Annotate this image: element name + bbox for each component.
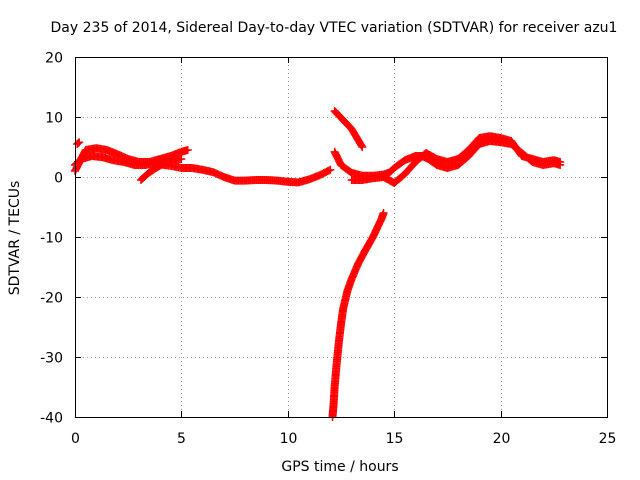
x-tick-labels: 0 5 10 15 20 25: [71, 431, 616, 447]
series-track-a: [71, 152, 335, 187]
data-point: [358, 143, 367, 151]
series-track-g: [347, 132, 565, 187]
data-point: [326, 165, 335, 174]
data-point-fill: [357, 141, 366, 150]
plot-border: [75, 57, 608, 418]
data-layer: [71, 107, 565, 421]
y-tick-label: 0: [54, 171, 63, 187]
y-tick-label: -20: [40, 291, 63, 307]
y-tick-label: 20: [45, 51, 63, 67]
y-tick-label: 10: [45, 111, 63, 127]
series-track-c: [136, 155, 186, 184]
data-point: [183, 146, 192, 154]
y-tick-label: -10: [40, 231, 63, 247]
y-tick-label: -40: [40, 411, 63, 427]
series-track-e: [330, 107, 367, 151]
grid-lines: [75, 57, 607, 417]
x-tick-label: 5: [177, 431, 186, 447]
data-point: [75, 138, 84, 147]
x-tick-label: 10: [280, 431, 298, 447]
y-tick-label: -30: [40, 351, 63, 367]
chart-title: Day 235 of 2014, Sidereal Day-to-day VTE…: [51, 20, 618, 36]
x-tick-label: 20: [493, 431, 511, 447]
x-axis-label: GPS time / hours: [281, 459, 398, 475]
data-point: [379, 209, 388, 217]
x-tick-label: 25: [599, 431, 617, 447]
y-tick-labels: -40 -30 -20 -10 0 10 20: [40, 51, 63, 427]
data-point: [556, 158, 565, 166]
series-track-d: [73, 138, 84, 148]
x-tick-label: 15: [386, 431, 404, 447]
series-track-h: [328, 209, 388, 421]
data-point: [177, 155, 186, 163]
y-axis-label: SDTVAR / TECUs: [7, 181, 23, 296]
x-tick-label: 0: [71, 431, 80, 447]
